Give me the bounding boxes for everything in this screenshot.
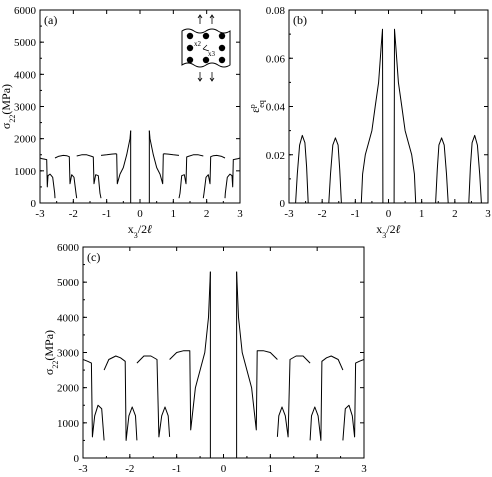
series-line-segment bbox=[468, 134, 482, 203]
y-tick-label: 4000 bbox=[57, 312, 80, 324]
inset-arrowhead bbox=[197, 14, 203, 19]
series-line-segment bbox=[83, 359, 105, 441]
x-tick-label: 3 bbox=[485, 208, 491, 220]
series-line-segment bbox=[224, 157, 240, 199]
inset-particle bbox=[202, 56, 210, 64]
x-axis-label: x3/2ℓ bbox=[128, 222, 152, 240]
x-tick-label: -3 bbox=[284, 208, 294, 220]
y-tick-label: 0.08 bbox=[266, 5, 286, 17]
x-tick-label: 2 bbox=[314, 463, 320, 475]
y-tick-label: 3000 bbox=[57, 348, 80, 360]
series-line-segment bbox=[54, 154, 78, 199]
inset-label-x2: x2 bbox=[194, 40, 202, 48]
series-line-segment bbox=[76, 154, 102, 199]
inset-particle bbox=[202, 32, 210, 40]
x-axis-label: x3/2ℓ bbox=[376, 222, 400, 240]
x-tick-label: 1 bbox=[268, 463, 274, 475]
x-tick-label: 0 bbox=[386, 208, 392, 220]
chart-panel-b: -3 -2 -1 0 1 2 3 0 0.02 0.04 0.06 0.08 (b) x3/2ℓ εeqp bbox=[248, 5, 492, 240]
inset-label-x3: x3 bbox=[208, 50, 216, 58]
x-tick-label: 0 bbox=[137, 208, 143, 220]
series-line-segment bbox=[136, 355, 171, 438]
y-tick-label: 6000 bbox=[14, 5, 37, 17]
plot-frame bbox=[82, 246, 365, 459]
inset-unit-cell-icon: x2 x3 bbox=[181, 14, 231, 82]
series-line-segment bbox=[169, 271, 211, 431]
y-tick-label: 2000 bbox=[57, 383, 80, 395]
y-tick-label: 5000 bbox=[57, 277, 80, 289]
series-line-segment bbox=[40, 157, 56, 199]
x-tick-label: -2 bbox=[125, 463, 134, 475]
x-tick-label: -2 bbox=[318, 208, 327, 220]
x-tick-label: -1 bbox=[351, 208, 360, 220]
y-tick-label: 0.04 bbox=[266, 102, 286, 114]
inset-particle bbox=[186, 56, 194, 64]
chart-panel-c: -3-2-101230100020003000400050006000(c)x3… bbox=[42, 242, 367, 475]
x-tick-label: 2 bbox=[204, 208, 210, 220]
inset-arrowhead bbox=[209, 14, 215, 19]
x-tick-label: -3 bbox=[35, 208, 45, 220]
series-line-segment bbox=[328, 137, 342, 203]
y-tick-label: 3000 bbox=[14, 102, 37, 114]
inset-arrowhead bbox=[209, 77, 215, 82]
chart-panel-a: -3 -2 -1 0 1 2 3 0 1000 2000 3000 4000 5000 6000 (a) x3… bbox=[0, 5, 243, 240]
series-line-segment bbox=[236, 271, 278, 431]
series-line-segment bbox=[202, 154, 226, 199]
y-tick-label: 0.06 bbox=[266, 53, 286, 65]
series-line-segment bbox=[100, 130, 132, 185]
x-tick-label: 3 bbox=[237, 208, 243, 220]
series-line-segment bbox=[295, 134, 309, 203]
x-tick-label: -1 bbox=[172, 463, 181, 475]
inset-particle bbox=[218, 44, 226, 52]
series-line-segment bbox=[435, 137, 449, 203]
inset-arrowhead bbox=[197, 77, 203, 82]
x-tick-label: 0 bbox=[221, 463, 227, 475]
series-line-segment bbox=[342, 359, 364, 441]
x-tick-label: 3 bbox=[361, 463, 367, 475]
y-tick-label: 0.02 bbox=[266, 150, 285, 162]
x-tick-label: -2 bbox=[69, 208, 78, 220]
series-line-segment bbox=[103, 355, 138, 441]
plot-frame bbox=[288, 9, 489, 204]
y-tick-label: 6000 bbox=[57, 242, 80, 254]
series-line-segment bbox=[309, 355, 344, 441]
inset-particle bbox=[218, 32, 226, 40]
panel-label: (c) bbox=[87, 250, 100, 264]
x-tick-label: 1 bbox=[171, 208, 177, 220]
series-line-segment bbox=[178, 154, 204, 199]
inset-particle bbox=[218, 56, 226, 64]
y-tick-label: 2000 bbox=[14, 134, 37, 146]
y-tick-label: 0 bbox=[74, 453, 80, 465]
y-axis-label: εeqp bbox=[248, 100, 266, 113]
series-line-segment bbox=[276, 355, 311, 438]
x-tick-label: 2 bbox=[452, 208, 458, 220]
y-tick-label: 0 bbox=[31, 198, 37, 210]
x-tick-label: -3 bbox=[78, 463, 88, 475]
series-line-segment bbox=[393, 28, 417, 203]
y-tick-label: 4000 bbox=[14, 69, 37, 81]
series-line-segment bbox=[360, 28, 384, 203]
inset-particle bbox=[186, 32, 194, 40]
inset-particle bbox=[186, 44, 194, 52]
y-tick-label: 1000 bbox=[57, 418, 80, 430]
y-tick-label: 1000 bbox=[14, 166, 37, 178]
panel-label: (a) bbox=[44, 13, 57, 27]
y-tick-label: 5000 bbox=[14, 37, 37, 49]
x-tick-label: -1 bbox=[102, 208, 111, 220]
inset-axes-icon bbox=[202, 44, 210, 52]
x-tick-label: 1 bbox=[419, 208, 425, 220]
inset-outline bbox=[181, 28, 231, 68]
panel-label: (b) bbox=[293, 13, 307, 27]
y-tick-label: 0 bbox=[280, 198, 286, 210]
series-line-segment bbox=[148, 130, 180, 185]
